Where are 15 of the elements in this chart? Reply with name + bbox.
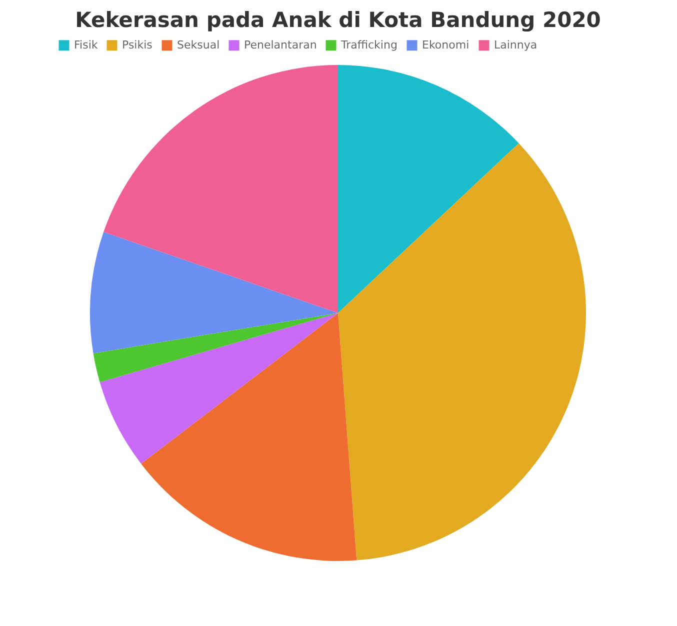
legend-label: Lainnya — [494, 38, 538, 52]
pie-slice — [104, 65, 338, 313]
legend-label: Psikis — [122, 38, 153, 52]
legend-label: Ekonomi — [422, 38, 470, 52]
pie-slice — [93, 313, 338, 382]
pie-slice — [90, 232, 338, 354]
legend-label: Fisik — [74, 38, 98, 52]
chart-title: Kekerasan pada Anak di Kota Bandung 2020 — [75, 8, 601, 32]
pie-slice — [338, 65, 519, 313]
legend-label: Penelantaran — [244, 38, 317, 52]
legend-label: Trafficking — [340, 38, 398, 52]
legend-label: Seksual — [177, 38, 220, 52]
pie-slice — [338, 143, 586, 560]
pie-slice — [100, 313, 338, 464]
pie-slice — [141, 313, 357, 561]
